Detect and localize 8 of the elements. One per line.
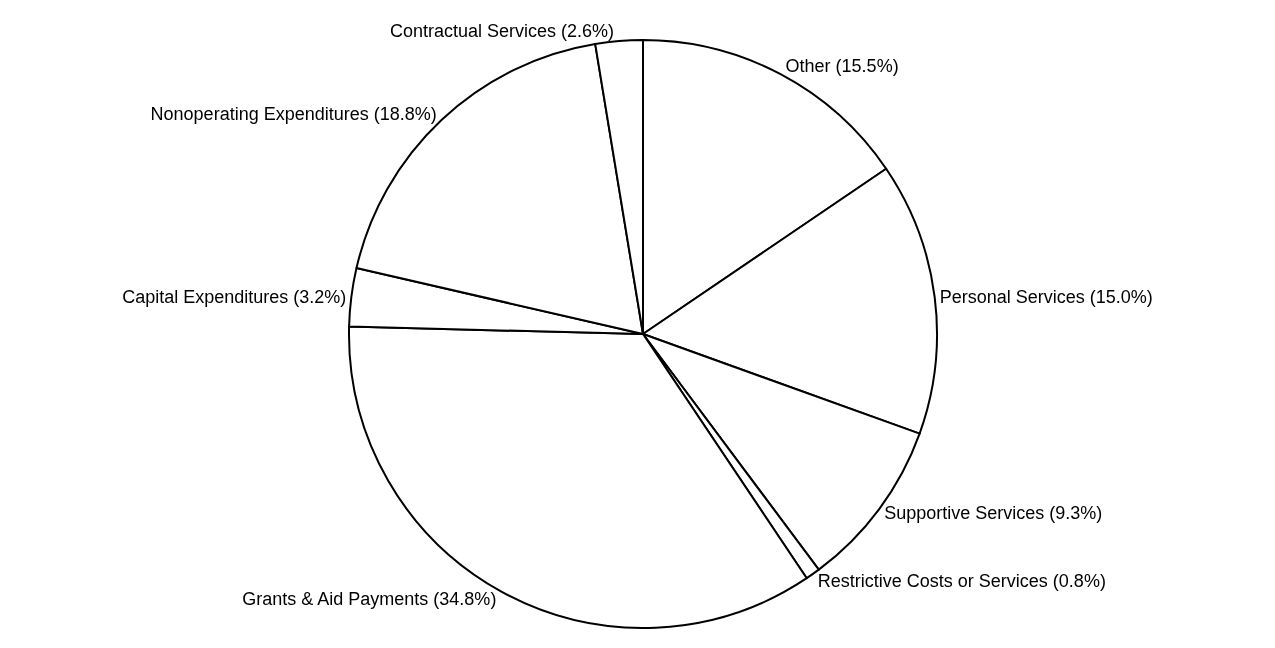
slice-label: Personal Services (15.0%)	[939, 286, 1153, 307]
slice-label: Nonoperating Expenditures (18.8%)	[150, 104, 437, 125]
slice-label: Other (15.5%)	[785, 56, 899, 77]
slice-label: Contractual Services (2.6%)	[389, 21, 615, 42]
slice-label: Capital Expenditures (3.2%)	[122, 286, 347, 307]
slice-label: Supportive Services (9.3%)	[884, 502, 1103, 523]
slice-label: Restrictive Costs or Services (0.8%)	[817, 570, 1106, 591]
slice-label: Grants & Aid Payments (34.8%)	[242, 589, 497, 610]
